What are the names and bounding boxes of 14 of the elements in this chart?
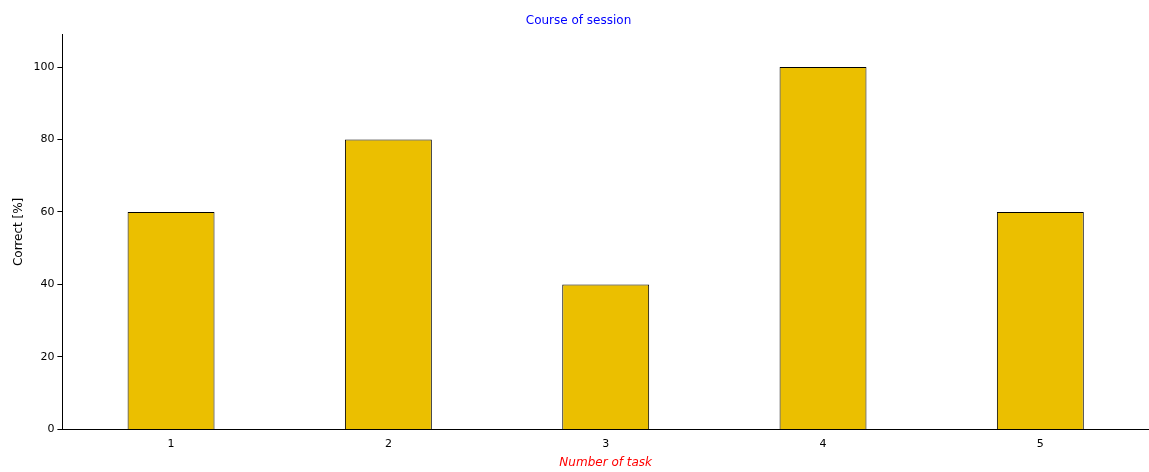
y-axis-title: Correct [%] xyxy=(11,197,26,267)
chart-title: Course of session xyxy=(525,13,632,28)
y-tick-label: 80 xyxy=(40,132,55,146)
x-axis-title: Number of task xyxy=(559,454,654,469)
y-tick-label: 100 xyxy=(33,59,55,73)
x-tick-label: 4 xyxy=(819,436,827,450)
y-tick-label: 60 xyxy=(40,204,55,218)
y-tick-label: 0 xyxy=(47,422,55,436)
y-tick-label: 20 xyxy=(40,349,55,363)
y-tick-label: 40 xyxy=(40,277,55,291)
x-tick-label: 3 xyxy=(602,436,610,450)
x-tick-label: 5 xyxy=(1036,436,1044,450)
x-tick-label: 2 xyxy=(384,436,392,450)
x-tick-label: 1 xyxy=(167,436,175,450)
